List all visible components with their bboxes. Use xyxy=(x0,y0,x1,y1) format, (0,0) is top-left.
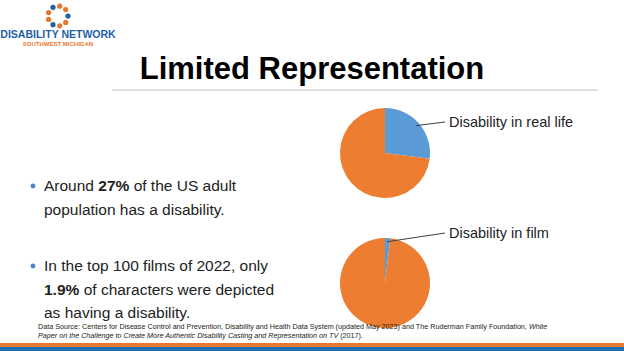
source-text: Data Source: Centers for Disease Control… xyxy=(38,322,529,331)
footer-bar xyxy=(0,347,624,351)
logo-dot xyxy=(63,7,68,12)
bullet-text: In the top 100 films of 2022, only xyxy=(44,257,268,274)
background xyxy=(0,0,624,351)
bullet-dot xyxy=(31,264,36,269)
bullet: Around 27% of the US adult population has… xyxy=(31,177,237,218)
logo-dot xyxy=(50,22,55,27)
pie-chart: Disability in film xyxy=(340,225,549,328)
pie-slice xyxy=(340,238,430,328)
bullet-line: population has a disability. xyxy=(44,201,225,218)
source-line: Paper on the Challenge to Create More Au… xyxy=(38,331,363,340)
logo: DISABILITY NETWORKSOUTHWEST MICHIGAN xyxy=(0,4,116,47)
logo-dot xyxy=(46,17,51,22)
leader-line xyxy=(387,233,445,242)
source-line: Data Source: Centers for Disease Control… xyxy=(38,322,547,331)
pie-slice xyxy=(385,108,430,159)
bullet-line: 1.9% of characters were depicted xyxy=(44,281,274,298)
bullet-text: population has a disability. xyxy=(44,201,225,218)
logo-dot xyxy=(57,4,62,9)
bold-figure: 27% xyxy=(98,177,129,194)
title-rule xyxy=(112,90,598,91)
logo-dot xyxy=(65,13,70,18)
footer-bar xyxy=(0,343,624,347)
logo-dot xyxy=(63,20,68,25)
slice-label: Disability in real life xyxy=(449,114,573,130)
source-text: (2017). xyxy=(338,331,363,340)
logo-text: DISABILITY NETWORK xyxy=(0,28,116,40)
bullet-line: as having a disability. xyxy=(44,304,190,321)
logo-dot xyxy=(46,10,51,15)
bullet-text: Around xyxy=(44,177,98,194)
bullet-text: as having a disability. xyxy=(44,304,190,321)
bullet-text: of the US adult xyxy=(129,177,237,194)
source-text: Paper on the Challenge to Create More Au… xyxy=(38,331,339,340)
source-note: Data Source: Centers for Disease Control… xyxy=(38,322,547,340)
bullet: In the top 100 films of 2022, only 1.9% o… xyxy=(31,257,274,321)
leader-line xyxy=(416,122,445,126)
title: Limited Representation xyxy=(140,51,485,86)
logo-dot xyxy=(50,5,55,10)
bullet-text: of characters were depicted xyxy=(79,281,274,298)
slide: DISABILITY NETWORKSOUTHWEST MICHIGAN Limi… xyxy=(0,0,624,351)
bold-figure: 1.9% xyxy=(44,281,80,298)
bullet-line: In the top 100 films of 2022, only xyxy=(44,257,268,274)
pie-slice xyxy=(340,108,430,198)
slice-label: Disability in film xyxy=(449,225,549,241)
bullet-dot xyxy=(31,184,36,189)
bullet-line: Around 27% of the US adult xyxy=(44,177,237,194)
pie-chart: Disability in real life xyxy=(340,108,573,198)
source-text: White xyxy=(529,322,547,331)
logo-subtext: SOUTHWEST MICHIGAN xyxy=(23,41,93,47)
